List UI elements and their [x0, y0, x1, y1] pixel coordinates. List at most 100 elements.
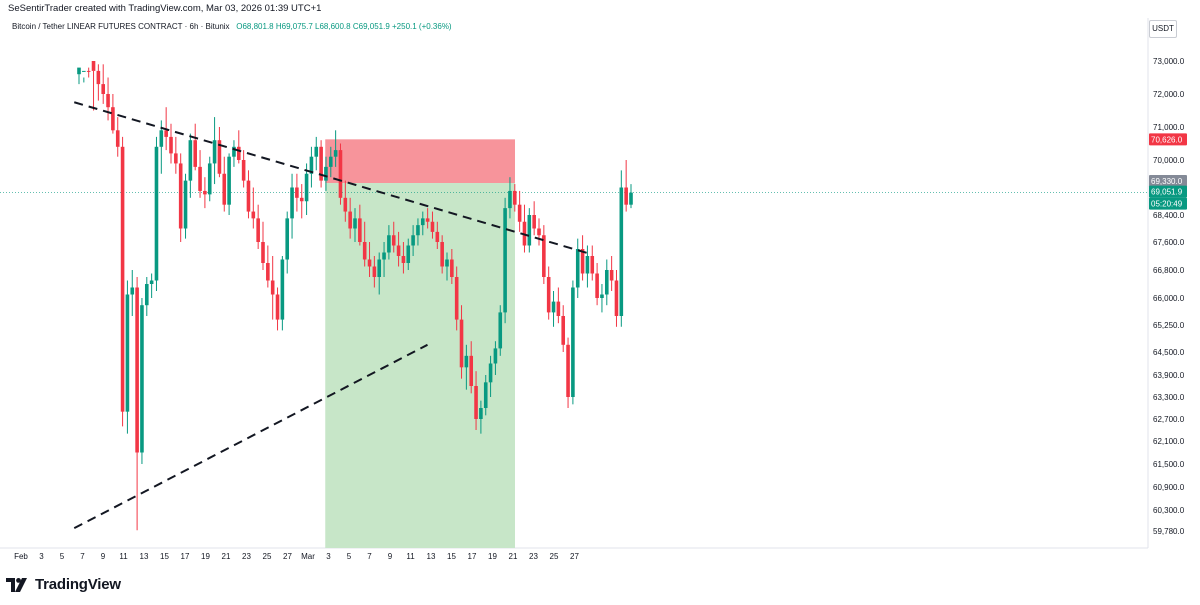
candle-body: [585, 256, 590, 274]
candle-body: [251, 211, 256, 219]
candle-body: [425, 218, 430, 222]
candle-body: [338, 150, 343, 198]
take-profit-zone[interactable]: [325, 183, 515, 548]
price-tick-label: 60,900.0: [1153, 483, 1185, 492]
price-tag-label: 69,330.0: [1151, 177, 1183, 186]
candle-body: [537, 228, 541, 236]
candle-body: [343, 197, 348, 212]
candle-body: [566, 344, 570, 397]
candle-body: [580, 249, 585, 274]
candle-body: [391, 235, 396, 246]
candle-body: [459, 319, 464, 368]
price-tags: 70,626.0 69,330.0 69,051.9 05:20:49: [1149, 133, 1187, 210]
candle-body: [285, 218, 290, 260]
candle-body: [178, 163, 183, 229]
candle-body: [154, 146, 159, 281]
candle-body: [353, 218, 357, 229]
candle-body: [445, 259, 449, 267]
candle-body: [416, 225, 420, 236]
candle-body: [498, 312, 503, 349]
candle-body: [77, 67, 81, 75]
candle-body: [527, 215, 532, 246]
price-tag-label: 70,626.0: [1151, 135, 1183, 144]
price-tick-label: 61,500.0: [1153, 460, 1185, 469]
price-tag-bg: [1149, 185, 1187, 198]
price-tick-label: 62,100.0: [1153, 437, 1185, 446]
long-position-tool[interactable]: [0, 139, 1148, 548]
change-value: +250.1 (+0.36%): [392, 22, 452, 31]
candle-body: [140, 305, 144, 453]
trendline-lower[interactable]: [73, 343, 428, 530]
candle-body: [319, 146, 323, 181]
price-tick-label: 70,000.0: [1153, 156, 1185, 165]
price-tick-label: 72,000.0: [1153, 90, 1185, 99]
price-tick-label: 60,300.0: [1153, 506, 1185, 515]
candle-body: [508, 190, 512, 209]
candle-body: [474, 386, 478, 419]
currency-label[interactable]: USDT: [1149, 20, 1177, 38]
time-axis[interactable]: Feb 3 5 7 9 11 13 15 17 19 21 23 25 27 Mar 3 5 7 9 11 13 15 17…: [14, 552, 579, 561]
candlestick-series: [77, 61, 633, 531]
time-tick-label: 19: [201, 552, 210, 561]
candle-body: [517, 204, 522, 222]
time-tick-label: 7: [367, 552, 372, 561]
candle-body: [164, 130, 168, 137]
candle-body: [396, 245, 401, 256]
candle-body: [227, 156, 231, 205]
price-tick-label: 62,700.0: [1153, 415, 1185, 424]
candle-body: [130, 287, 135, 295]
price-tick-label: 66,800.0: [1153, 266, 1185, 275]
time-tick-label: 9: [101, 552, 106, 561]
candle-body: [144, 284, 149, 306]
candle-body: [411, 235, 415, 246]
price-tick-label: 68,400.0: [1153, 211, 1185, 220]
candle-body: [575, 249, 580, 288]
stop-loss-zone[interactable]: [325, 139, 515, 184]
time-tick-label: 23: [529, 552, 538, 561]
candle-body: [406, 245, 411, 263]
candle-body: [256, 218, 260, 242]
candle-body: [290, 187, 294, 219]
candle-body: [212, 140, 217, 164]
candle-body: [488, 363, 493, 383]
candle-body: [275, 294, 280, 320]
candle-body: [333, 150, 338, 157]
symbol-name[interactable]: Bitcoin / Tether LINEAR FUTURES CONTRACT…: [12, 22, 230, 31]
price-tag-bg: [1149, 175, 1187, 188]
candle-body: [111, 107, 115, 131]
time-tick-label: 23: [242, 552, 251, 561]
candle-body: [619, 187, 624, 316]
candle-body: [546, 277, 551, 313]
price-tick-label: 63,900.0: [1153, 371, 1185, 380]
price-tick-label: 73,000.0: [1153, 57, 1185, 66]
candle-body: [304, 173, 309, 202]
candle-body: [348, 211, 352, 229]
candle-body: [120, 146, 125, 412]
candle-body: [203, 190, 207, 195]
time-tick-label: 5: [60, 552, 65, 561]
candle-body: [609, 270, 614, 281]
high-value: H69,075.7: [275, 22, 313, 31]
trendlines[interactable]: [73, 101, 592, 530]
price-axis[interactable]: 73,000.0 72,000.0 71,000.0 70,000.0 68,400.0…: [1153, 57, 1185, 536]
time-tick-label: 27: [570, 552, 579, 561]
candle-body: [493, 348, 498, 364]
tradingview-watermark: TradingView: [6, 576, 121, 593]
candle-body: [270, 280, 275, 295]
price-tick-label: 71,000.0: [1153, 123, 1185, 132]
candle-body: [115, 130, 120, 147]
candle-body: [246, 180, 251, 212]
candle-body: [435, 231, 440, 242]
price-tick-label: 65,250.0: [1153, 321, 1185, 330]
candle-body: [324, 166, 328, 181]
candle-body: [207, 163, 212, 195]
candle-body: [232, 146, 236, 157]
candle-body: [387, 235, 391, 253]
tradingview-brand: TradingView: [35, 576, 121, 593]
candle-body: [174, 153, 178, 164]
time-tick-label: 13: [140, 552, 149, 561]
time-tick-label: 3: [39, 552, 44, 561]
candle-body: [440, 242, 444, 267]
candle-body: [299, 197, 304, 202]
